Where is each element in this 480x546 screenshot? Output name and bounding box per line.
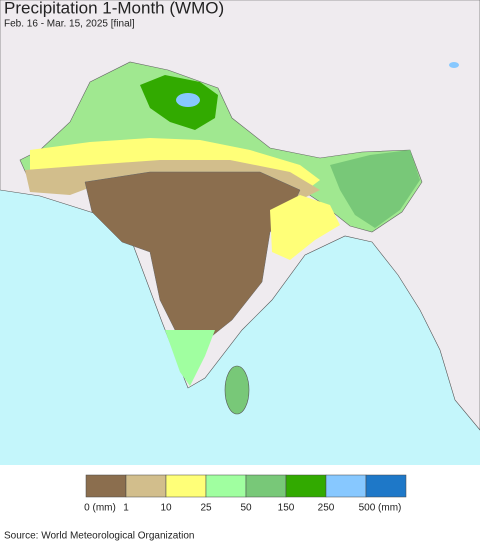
peninsula-dry bbox=[84, 171, 301, 337]
legend-label: 0 (mm) bbox=[84, 503, 116, 514]
legend-label: 25 bbox=[200, 503, 212, 514]
legend-swatch bbox=[245, 474, 287, 498]
east-yellow bbox=[270, 195, 340, 260]
legend-label: 500 (mm) bbox=[359, 503, 402, 514]
legend-swatch bbox=[365, 474, 407, 498]
tan-band bbox=[25, 160, 320, 200]
legend-label: 250 bbox=[318, 503, 335, 514]
source: Source: World Meteorological Organizatio… bbox=[4, 531, 194, 542]
legend-label: 150 bbox=[278, 503, 295, 514]
legend-swatch bbox=[205, 474, 247, 498]
map bbox=[0, 0, 480, 465]
legend-swatch bbox=[165, 474, 207, 498]
title: Precipitation 1-Month (WMO) bbox=[4, 0, 224, 17]
legend: 0 (mm) 1 10 25 50 150 250 500 (mm) bbox=[84, 474, 407, 514]
yellow-band bbox=[30, 138, 320, 195]
legend-swatch bbox=[285, 474, 327, 498]
sri-lanka bbox=[224, 365, 250, 415]
kashmir-very-wet bbox=[176, 93, 200, 107]
legend-label: 10 bbox=[160, 503, 172, 514]
legend-label: 1 bbox=[123, 503, 129, 514]
legend-swatch bbox=[85, 474, 127, 498]
lake bbox=[449, 62, 459, 68]
northeast-green bbox=[330, 150, 420, 228]
south-green bbox=[165, 330, 215, 386]
legend-label: 50 bbox=[240, 503, 252, 514]
legend-swatch bbox=[125, 474, 167, 498]
subtitle: Feb. 16 - Mar. 15, 2025 [final] bbox=[4, 19, 135, 30]
legend-swatch bbox=[325, 474, 367, 498]
